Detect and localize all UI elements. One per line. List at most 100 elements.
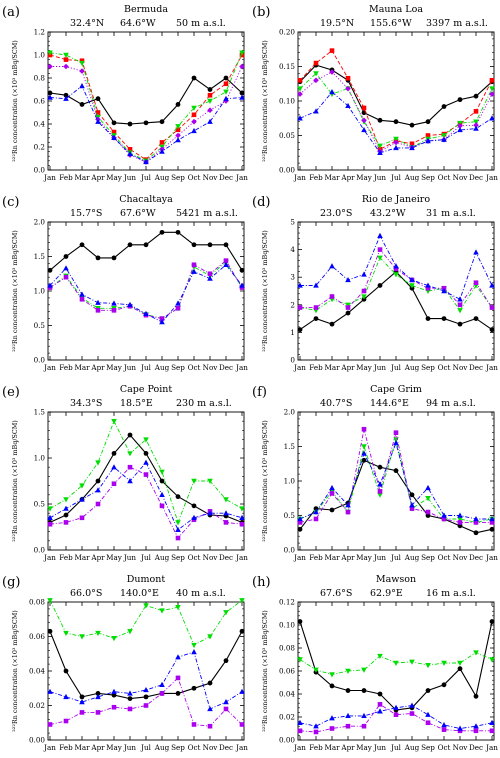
data-point — [329, 321, 335, 327]
x-tick-label: Dec — [469, 363, 483, 372]
data-point — [63, 92, 69, 98]
x-tick-label: Mar — [74, 173, 90, 182]
data-point — [127, 432, 133, 438]
data-point — [313, 60, 319, 66]
series-1 — [47, 628, 245, 701]
data-point — [159, 608, 165, 614]
y-tick-label: 0.2 — [34, 143, 45, 152]
x-tick-label: Sep — [421, 743, 435, 752]
data-point — [175, 654, 181, 660]
x-tick-label: Mar — [324, 743, 340, 752]
data-point — [47, 514, 53, 520]
data-point — [377, 464, 383, 470]
data-point — [297, 327, 303, 333]
series-1 — [47, 75, 245, 127]
data-point — [111, 636, 117, 642]
x-tick-label: Oct — [438, 363, 451, 372]
x-tick-label: Aug — [404, 173, 420, 182]
data-point — [79, 296, 85, 302]
data-point — [313, 509, 319, 515]
data-point — [79, 102, 85, 107]
data-point — [329, 294, 335, 299]
x-tick-label: Mar — [74, 553, 90, 562]
data-point — [63, 274, 69, 280]
data-point — [313, 71, 319, 77]
data-point — [457, 302, 463, 308]
data-point — [159, 469, 165, 475]
data-point — [393, 263, 399, 269]
data-point — [297, 728, 303, 734]
site-altitude: 31 m a.s.l. — [426, 208, 476, 219]
x-tick-label: Jan — [43, 363, 56, 372]
x-tick-label: Jun — [123, 363, 137, 372]
y-tick-label: 0.05 — [279, 131, 295, 140]
series-line — [49, 52, 243, 162]
data-point — [95, 501, 101, 507]
data-point — [345, 668, 351, 674]
x-tick-label: Nov — [453, 173, 469, 182]
data-point — [489, 619, 495, 624]
panel-label: (h) — [252, 575, 271, 590]
x-tick-label: Feb — [309, 173, 323, 182]
data-point — [191, 478, 197, 484]
series-3 — [47, 464, 245, 541]
data-point — [473, 122, 479, 128]
data-point — [329, 48, 335, 53]
data-point — [223, 658, 229, 664]
data-point — [111, 464, 117, 470]
site-latitude: 34.3°S — [70, 398, 102, 409]
y-tick-label: 2.0 — [34, 218, 46, 227]
panel-label: (g) — [2, 575, 20, 590]
data-point — [473, 280, 479, 286]
series-line — [299, 441, 492, 520]
y-tick-label: 0.0 — [34, 546, 46, 555]
y-tick-label: 1 — [290, 328, 295, 337]
x-tick-label: Mar — [74, 363, 90, 372]
data-point — [489, 657, 495, 663]
data-point — [409, 283, 415, 289]
data-point — [329, 263, 335, 269]
series-2 — [47, 52, 245, 162]
data-point — [473, 119, 479, 125]
x-tick-label: Oct — [438, 553, 451, 562]
data-point — [239, 267, 245, 273]
data-point — [143, 158, 149, 165]
data-point — [175, 675, 181, 681]
y-tick-label: 4 — [290, 245, 295, 254]
y-tick-label: 1.0 — [284, 477, 296, 486]
y-axis-label: ²²²Rn concentration (×10³ mBq/SCM) — [11, 610, 19, 732]
data-point — [79, 515, 85, 521]
data-point — [489, 91, 495, 97]
x-tick-label: Jun — [123, 743, 137, 752]
y-axis-label: ²²²Rn concentration (×10³ mBq/SCM) — [11, 230, 19, 352]
data-point — [207, 634, 213, 640]
series-line — [49, 231, 243, 271]
panel-label: (c) — [2, 195, 19, 210]
panel-a: (a) Bermuda 32.4°N 64.6°W 50 m a.s.l. 0.0 0.2 0… — [2, 4, 248, 182]
x-tick-label: Jan — [485, 173, 498, 182]
x-tick-label: May — [356, 553, 373, 562]
data-point — [223, 242, 229, 248]
data-point — [377, 232, 383, 238]
data-point — [95, 630, 101, 637]
data-point — [377, 255, 383, 261]
data-point — [297, 78, 303, 83]
data-point — [297, 657, 303, 663]
data-point — [441, 660, 447, 666]
data-point — [95, 110, 101, 115]
data-point — [239, 94, 245, 100]
x-tick-label: Nov — [203, 173, 219, 182]
x-tick-label: Oct — [438, 743, 451, 752]
y-tick-label: 1.0 — [34, 51, 46, 60]
data-point — [473, 109, 479, 114]
series-3 — [297, 247, 495, 310]
data-point — [297, 115, 303, 121]
x-tick-label: Jan — [293, 553, 306, 562]
site-longitude: 144.6°E — [370, 398, 409, 409]
data-point — [441, 516, 447, 522]
data-point — [191, 649, 197, 655]
x-tick-label: Jun — [373, 743, 387, 752]
data-point — [63, 57, 69, 62]
site-altitude: 3397 m a.s.l. — [426, 18, 488, 29]
data-point — [143, 242, 149, 248]
